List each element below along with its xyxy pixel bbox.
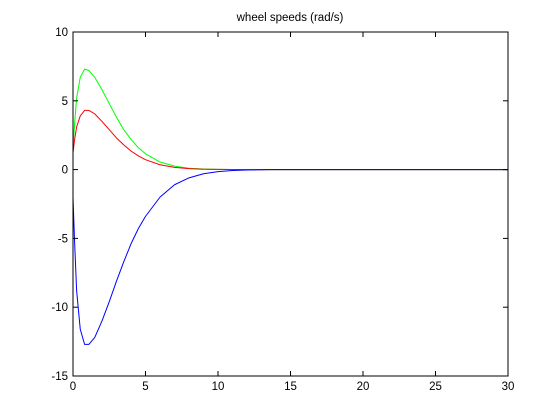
- y-tick-label: 10: [55, 27, 68, 39]
- y-tick-label: -10: [51, 302, 68, 314]
- chart-title: wheel speeds (rad/s): [236, 12, 344, 24]
- x-tick-label: 30: [502, 381, 515, 393]
- lines-layer: [72, 68, 508, 345]
- series-line-green: [72, 68, 508, 171]
- x-tick-label: 10: [212, 381, 225, 393]
- y-tick-label: 0: [62, 165, 68, 177]
- x-tick-label: 15: [284, 381, 297, 393]
- plot-frame: [72, 31, 509, 377]
- ticks-layer: 0 5 10 15 20 25 30 -15 -10 -5 0 5 10: [51, 27, 514, 393]
- x-tick-label: 5: [142, 381, 148, 393]
- x-tick-label: 0: [70, 381, 76, 393]
- y-tick-label: -5: [58, 233, 68, 245]
- x-tick-label: 20: [357, 381, 370, 393]
- y-tick-label: 5: [62, 96, 68, 108]
- x-tick-label: 25: [429, 381, 442, 393]
- series-line-red: [72, 109, 508, 171]
- y-tick-label: -15: [51, 371, 68, 383]
- series-line-blue: [72, 169, 508, 345]
